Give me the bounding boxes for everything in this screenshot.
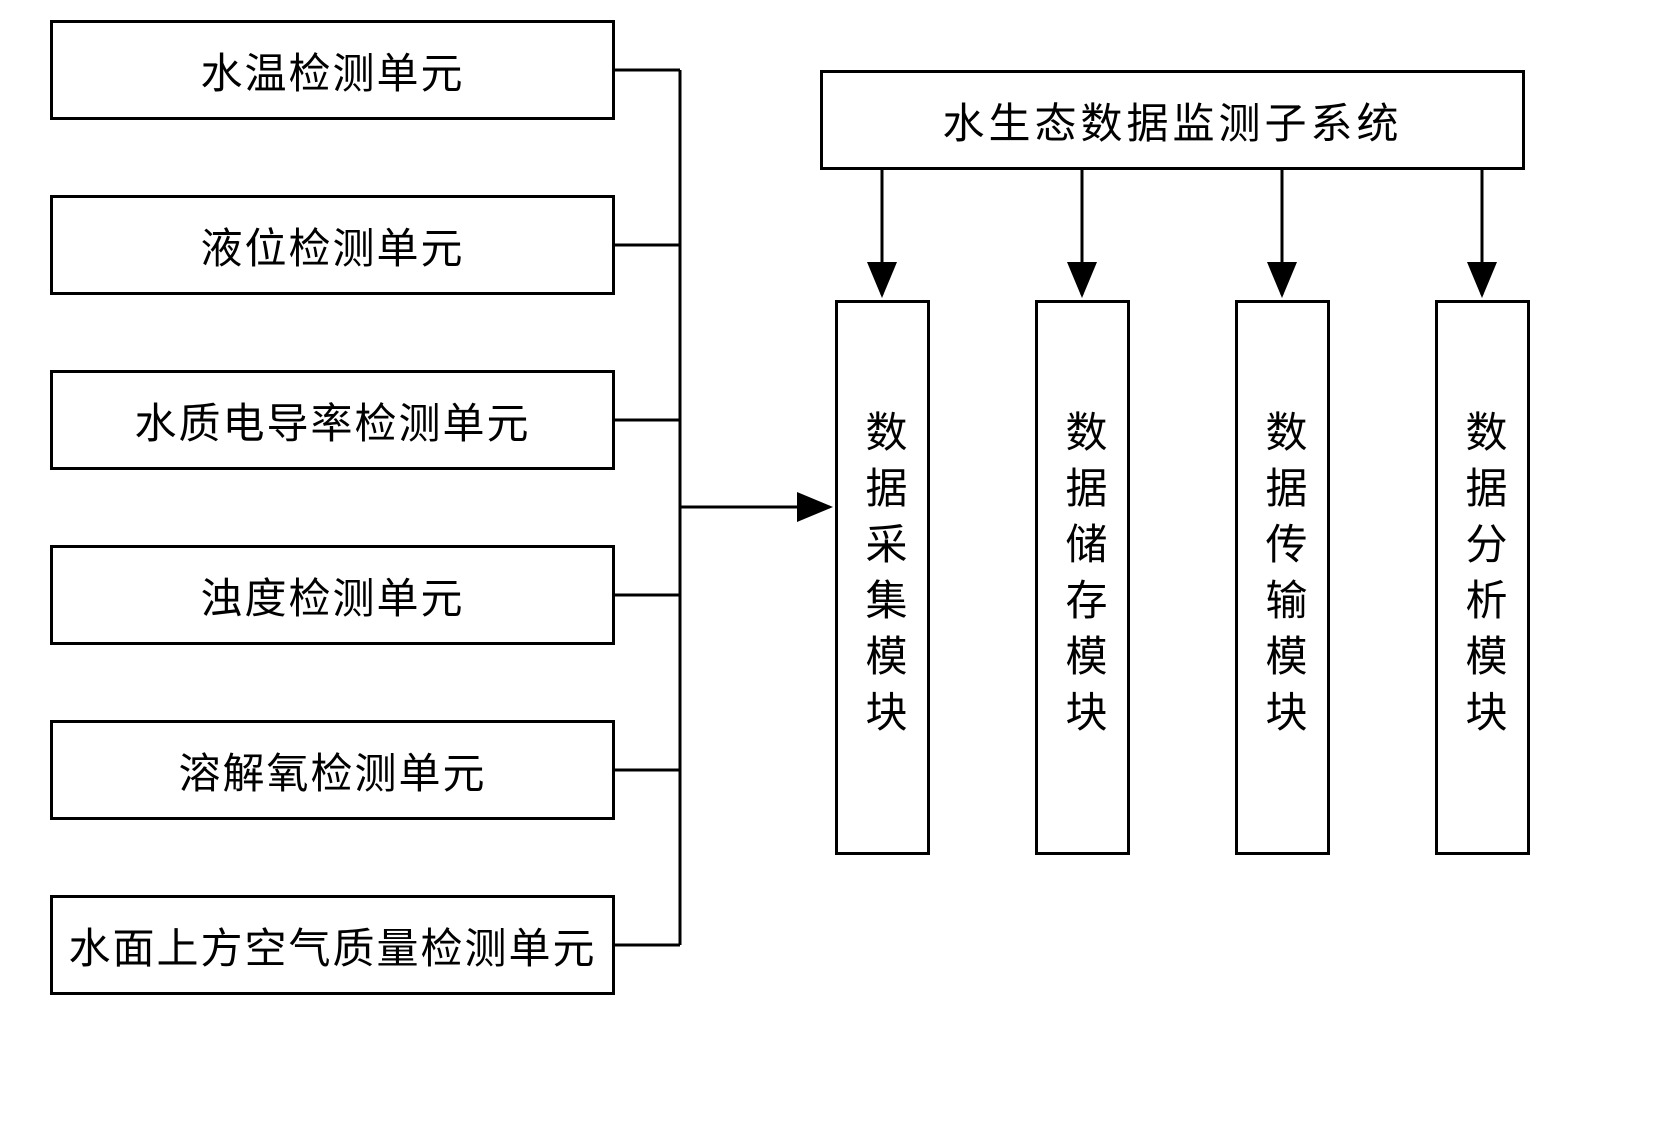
unit-box-1: 液位检测单元 — [50, 195, 615, 295]
unit-label: 水面上方空气质量检测单元 — [68, 915, 596, 976]
unit-label: 溶解氧检测单元 — [178, 740, 486, 801]
module-label: 数据分析模块 — [1452, 410, 1513, 746]
module-box-3: 数据分析模块 — [1435, 300, 1530, 855]
unit-box-3: 浊度检测单元 — [50, 545, 615, 645]
module-label: 数据传输模块 — [1252, 410, 1313, 746]
subsystem-label: 水生态数据监测子系统 — [942, 90, 1402, 151]
module-label: 数据储存模块 — [1052, 410, 1113, 746]
unit-box-2: 水质电导率检测单元 — [50, 370, 615, 470]
module-box-1: 数据储存模块 — [1035, 300, 1130, 855]
unit-label: 液位检测单元 — [200, 215, 464, 276]
module-box-0: 数据采集模块 — [835, 300, 930, 855]
module-box-2: 数据传输模块 — [1235, 300, 1330, 855]
unit-box-4: 溶解氧检测单元 — [50, 720, 615, 820]
unit-label: 水质电导率检测单元 — [134, 390, 530, 451]
unit-label: 浊度检测单元 — [200, 565, 464, 626]
unit-label: 水温检测单元 — [200, 40, 464, 101]
unit-box-0: 水温检测单元 — [50, 20, 615, 120]
module-label: 数据采集模块 — [852, 410, 913, 746]
subsystem-box: 水生态数据监测子系统 — [820, 70, 1525, 170]
unit-box-5: 水面上方空气质量检测单元 — [50, 895, 615, 995]
